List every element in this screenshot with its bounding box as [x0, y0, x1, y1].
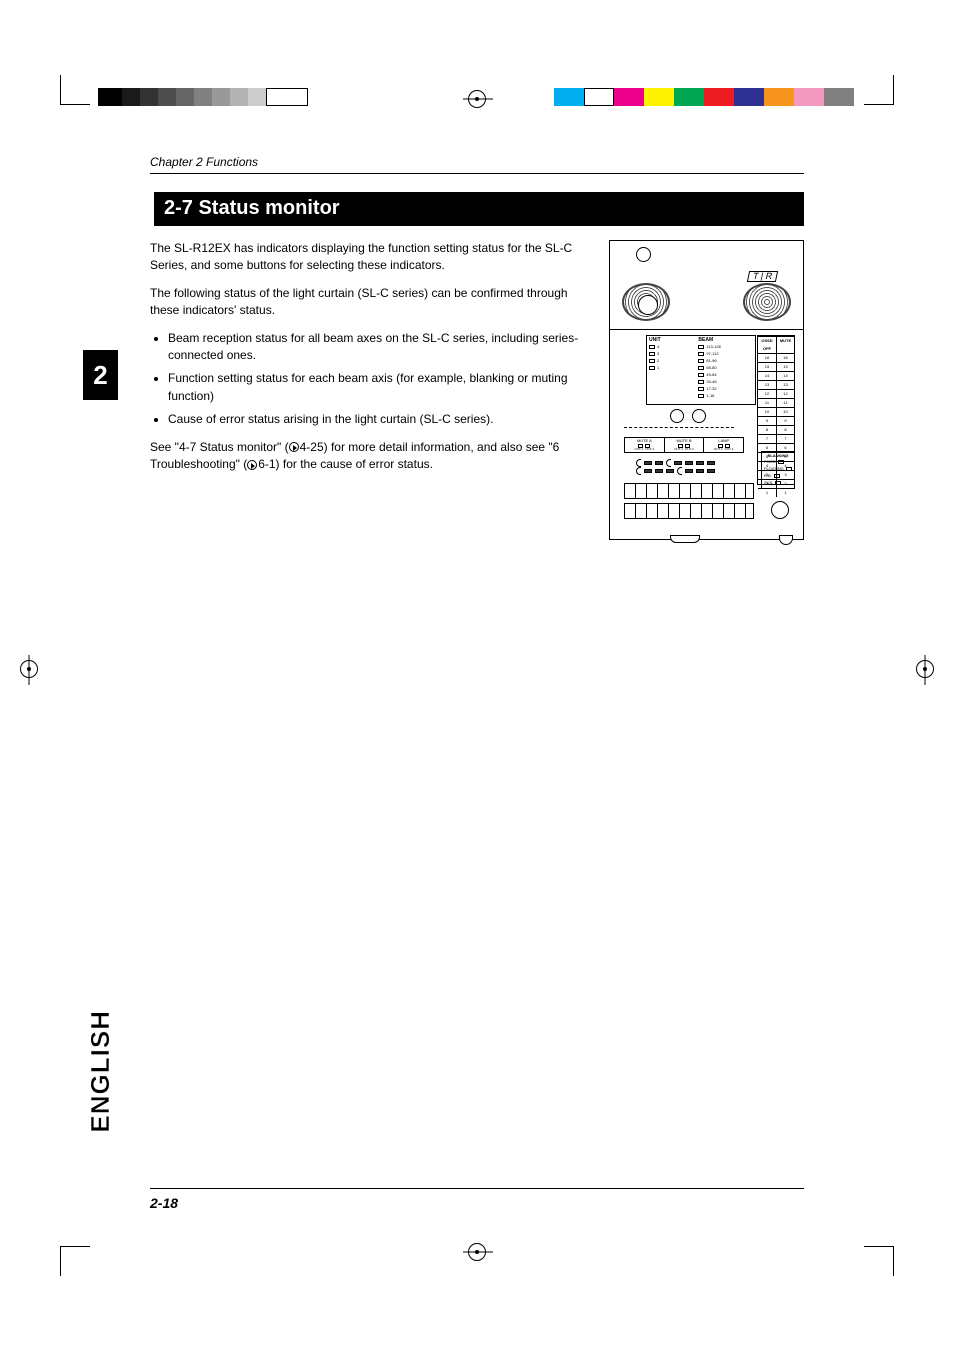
- text-run: ) for the cause of error status.: [276, 457, 433, 471]
- registration-target-icon: [916, 660, 934, 678]
- xref-icon: [289, 442, 299, 452]
- chapter-header: Chapter 2 Functions: [150, 155, 804, 174]
- switch-group-icon: [636, 467, 641, 475]
- paragraph: The SL-R12EX has indicators displaying t…: [150, 240, 591, 275]
- paragraph: The following status of the light curtai…: [150, 285, 591, 320]
- terminal-block-icon: [624, 483, 754, 499]
- connector-right-icon: [743, 283, 791, 321]
- mounting-hole-icon: [636, 247, 651, 262]
- print-registration-top: [0, 0, 954, 120]
- crop-mark-tl: [60, 75, 90, 105]
- switch-group-icon: [636, 459, 641, 467]
- paragraph-xref: See "4-7 Status monitor" (4-25) for more…: [150, 439, 591, 474]
- xref-icon: [247, 460, 257, 470]
- tr-label: T | R: [747, 271, 779, 282]
- blanking-title: BLANKING: [764, 454, 792, 458]
- device-illustration: T | R UNIT 4321 BEAM 113-12897-11281-966…: [609, 240, 804, 540]
- grayscale-calibration-strip: [98, 88, 308, 106]
- terminal-block-icon: [624, 503, 754, 519]
- crop-mark-tr: [864, 75, 894, 105]
- list-item: Cause of error status arising in the lig…: [168, 411, 591, 428]
- mute-panel: MUTE AOUT 1OUT 2MUTE BOUT 1OUT 2LAMPOUT …: [624, 437, 744, 453]
- status-list: Beam reception status for all beam axes …: [168, 330, 591, 429]
- device-column: T | R UNIT 4321 BEAM 113-12897-11281-966…: [609, 240, 804, 540]
- dashed-divider: [624, 427, 734, 428]
- text-column: The SL-R12EX has indicators displaying t…: [150, 240, 591, 540]
- dip-switches: [636, 459, 746, 475]
- unit-beam-panel: UNIT 4321 BEAM 113-12897-11281-9665-8049…: [646, 335, 756, 405]
- selector-button-icon: [692, 409, 706, 423]
- connector-left-icon: [622, 283, 670, 321]
- registration-target-icon: [468, 1243, 486, 1261]
- crop-mark-bl: [60, 1246, 90, 1276]
- registration-target-icon: [468, 90, 486, 108]
- text-run: See "4-7 Status monitor" (: [150, 440, 289, 454]
- selector-buttons: [670, 409, 706, 423]
- switch-group-icon: [677, 467, 682, 475]
- chapter-tab: 2: [83, 350, 118, 400]
- xref-page: 6-1: [258, 457, 275, 471]
- crop-mark-br: [864, 1246, 894, 1276]
- content-columns: The SL-R12EX has indicators displaying t…: [150, 240, 804, 540]
- section-heading: 2-7 Status monitor: [150, 192, 804, 226]
- list-item: Function setting status for each beam ax…: [168, 370, 591, 405]
- registration-target-icon: [20, 660, 38, 678]
- color-calibration-strip: [554, 88, 854, 106]
- blanking-panel: BLANKING FIXEDFLOATINGR.B.SUS.: [761, 451, 795, 489]
- page-content: Chapter 2 Functions 2-7 Status monitor T…: [150, 155, 804, 540]
- print-registration-bottom: [0, 1211, 954, 1351]
- page-number: 2-18: [150, 1188, 804, 1211]
- bottom-tab-icon: [779, 535, 793, 545]
- divider: [610, 329, 803, 330]
- language-label: ENGLISH: [85, 1010, 116, 1133]
- selector-button-icon: [670, 409, 684, 423]
- xref-page: 4-25: [300, 440, 324, 454]
- switch-group-icon: [666, 459, 671, 467]
- main-button-icon: [771, 501, 789, 519]
- list-item: Beam reception status for all beam axes …: [168, 330, 591, 365]
- bottom-tab-icon: [670, 535, 700, 543]
